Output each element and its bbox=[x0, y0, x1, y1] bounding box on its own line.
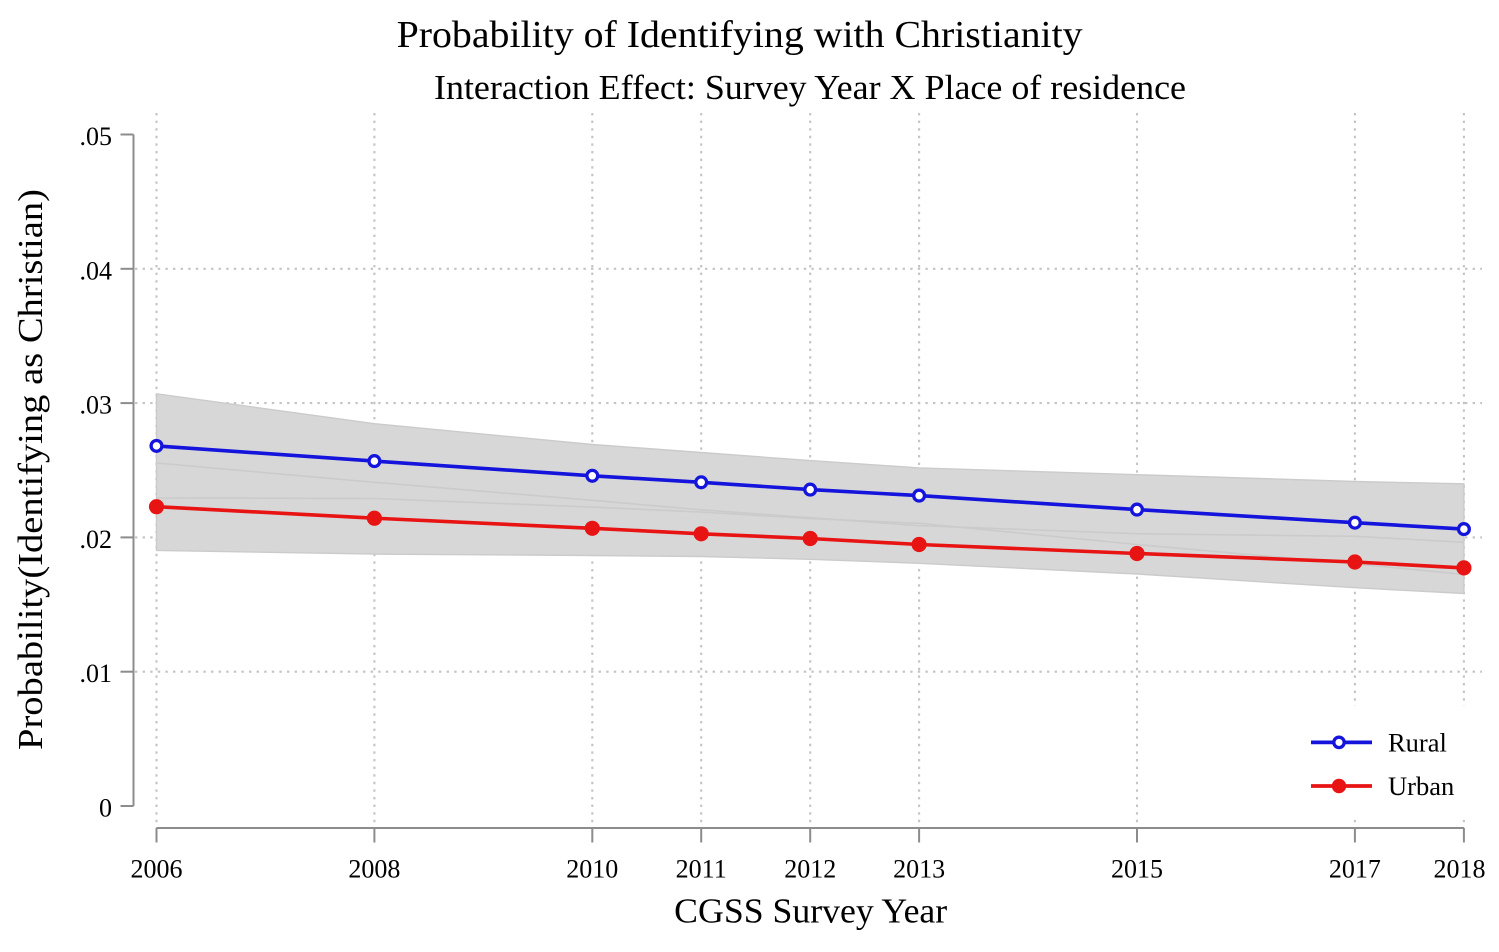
svg-text:.05: .05 bbox=[80, 122, 113, 151]
svg-text:Interaction Effect: Survey Yea: Interaction Effect: Survey Year X Place … bbox=[434, 68, 1186, 107]
svg-text:2015: 2015 bbox=[1111, 855, 1163, 884]
svg-text:Probability of Identifying wit: Probability of Identifying with Christia… bbox=[397, 14, 1083, 56]
svg-text:Urban: Urban bbox=[1388, 771, 1454, 801]
svg-text:Rural: Rural bbox=[1388, 728, 1447, 758]
svg-text:2017: 2017 bbox=[1329, 855, 1381, 884]
svg-text:.01: .01 bbox=[80, 659, 113, 688]
svg-text:2018: 2018 bbox=[1434, 855, 1486, 884]
svg-text:2010: 2010 bbox=[566, 855, 618, 884]
svg-text:2011: 2011 bbox=[676, 855, 727, 884]
svg-text:CGSS Survey Year: CGSS Survey Year bbox=[674, 892, 947, 931]
svg-text:0: 0 bbox=[99, 794, 112, 823]
svg-text:2006: 2006 bbox=[131, 855, 183, 884]
svg-text:.03: .03 bbox=[80, 391, 113, 420]
svg-text:Probability(Identifying as Chr: Probability(Identifying as Christian) bbox=[11, 189, 50, 750]
svg-text:2012: 2012 bbox=[784, 855, 836, 884]
svg-text:2008: 2008 bbox=[348, 855, 400, 884]
svg-text:.04: .04 bbox=[80, 256, 113, 285]
svg-text:.02: .02 bbox=[80, 525, 113, 554]
svg-text:2013: 2013 bbox=[893, 855, 945, 884]
